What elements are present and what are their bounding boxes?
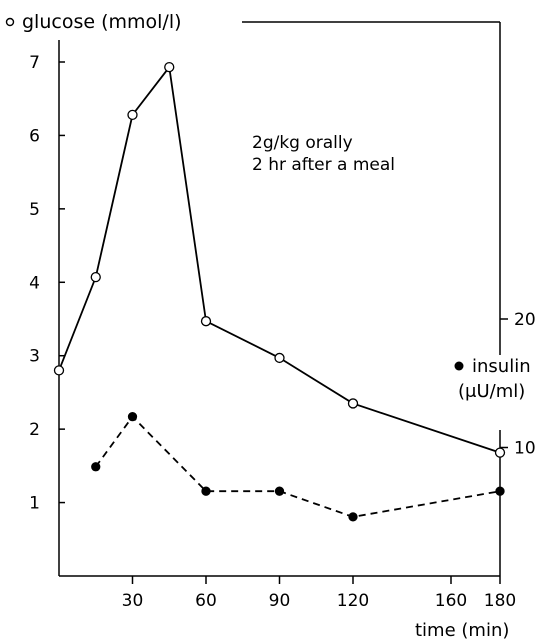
x-tick-label: 160 — [435, 591, 467, 611]
insulin-point — [201, 486, 211, 496]
insulin-point — [91, 462, 101, 472]
glucose-point — [127, 109, 138, 121]
y-left-tick-label: 1 — [29, 494, 40, 514]
glucose-axis-label: glucose (mmol/l) — [22, 11, 182, 33]
y-right-tick-label: 10 — [514, 439, 536, 459]
annotation-line-2: 2 hr after a meal — [252, 155, 395, 175]
y-left-tick-label: 6 — [29, 126, 40, 146]
x-axis-label: time (min) — [415, 620, 509, 641]
glucose-point — [53, 365, 65, 376]
insulin-point — [495, 486, 505, 496]
y-left-tick-label: 3 — [29, 347, 40, 367]
x-tick-label: 180 — [484, 591, 516, 611]
glucose-point — [494, 447, 506, 458]
insulin-point — [127, 412, 138, 422]
glucose-point — [274, 352, 285, 364]
x-tick-label: 120 — [337, 591, 369, 611]
insulin-axis-unit: (μU/ml) — [458, 381, 525, 402]
y-left-tick-label: 5 — [29, 200, 40, 220]
y-left-tick-label: 7 — [29, 53, 40, 73]
x-tick-label: 90 — [269, 591, 291, 611]
series-line-insulin — [95, 415, 501, 518]
series-line-glucose — [58, 64, 501, 454]
glucose-legend-marker — [5, 17, 15, 27]
y-left-tick-label: 2 — [29, 420, 40, 440]
y-left-tick-label: 4 — [29, 273, 40, 293]
x-tick-label: 30 — [122, 591, 144, 611]
glucose-point — [200, 316, 212, 327]
glucose-point — [347, 398, 359, 409]
glucose-point — [90, 271, 101, 283]
insulin-legend-marker — [454, 361, 464, 371]
glucose-point — [164, 61, 175, 73]
insulin-point — [348, 512, 358, 522]
insulin-point — [274, 486, 285, 496]
annotation-line-1: 2g/kg orally — [252, 133, 353, 153]
x-tick-label: 60 — [195, 591, 217, 611]
y-right-tick-label: 20 — [514, 310, 536, 330]
insulin-axis-label: insulin — [472, 356, 531, 377]
